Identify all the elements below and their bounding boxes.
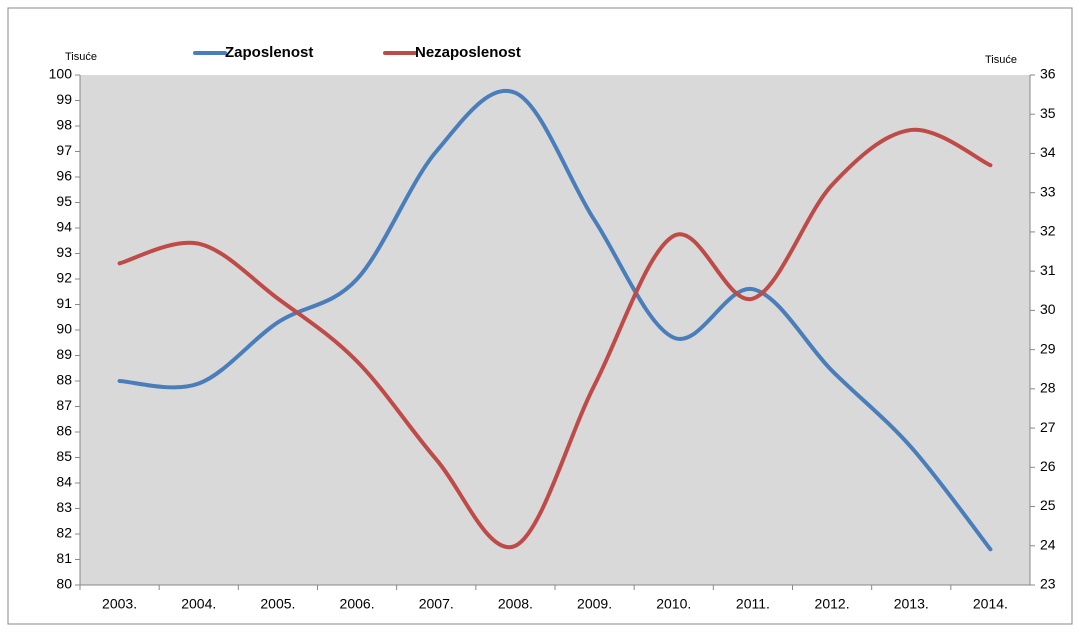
y-tick-label: 87 bbox=[56, 397, 72, 413]
y-tick-label: 99 bbox=[56, 91, 72, 107]
y-tick-label: 93 bbox=[56, 244, 72, 260]
x-tick-label: 2003. bbox=[102, 596, 137, 612]
y-tick-label: 80 bbox=[56, 576, 72, 592]
y-tick-label: 95 bbox=[56, 193, 72, 209]
y-tick-label: 86 bbox=[56, 423, 72, 439]
x-tick-label: 2011. bbox=[736, 596, 770, 612]
y2-tick-label: 32 bbox=[1040, 223, 1056, 239]
y-tick-label: 98 bbox=[56, 117, 72, 133]
legend-label: Zaposlenost bbox=[225, 44, 313, 61]
y-tick-label: 83 bbox=[56, 499, 72, 515]
y2-tick-label: 34 bbox=[1040, 144, 1056, 160]
x-tick-label: 2010. bbox=[656, 596, 691, 612]
y-tick-label: 84 bbox=[56, 474, 72, 490]
plot-area bbox=[80, 75, 1030, 585]
x-tick-label: 2006. bbox=[340, 596, 375, 612]
x-tick-label: 2012. bbox=[815, 596, 850, 612]
y-tick-label: 90 bbox=[56, 321, 72, 337]
y-tick-label: 88 bbox=[56, 372, 72, 388]
y2-tick-label: 25 bbox=[1040, 497, 1056, 513]
y2-tick-label: 24 bbox=[1040, 536, 1056, 552]
x-tick-label: 2004. bbox=[181, 596, 216, 612]
series-line bbox=[117, 88, 993, 552]
x-tick-label: 2005. bbox=[260, 596, 295, 612]
x-tick-label: 2007. bbox=[419, 596, 454, 612]
y2-tick-label: 27 bbox=[1040, 419, 1056, 435]
y-tick-label: 85 bbox=[56, 448, 72, 464]
y2-tick-label: 30 bbox=[1040, 301, 1056, 317]
x-tick-label: 2009. bbox=[577, 596, 612, 612]
y2-tick-label: 36 bbox=[1040, 66, 1056, 82]
x-tick-label: 2008. bbox=[498, 596, 533, 612]
y2-tick-label: 28 bbox=[1040, 380, 1056, 396]
y-tick-label: 81 bbox=[56, 550, 72, 566]
series-line bbox=[117, 127, 993, 550]
y2-tick-label: 31 bbox=[1040, 262, 1056, 278]
y2-tick-label: 23 bbox=[1040, 576, 1056, 592]
x-tick-label: 2014. bbox=[973, 596, 1008, 612]
x-tick-label: 2013. bbox=[894, 596, 929, 612]
y2-axis-unit: Tisuće bbox=[985, 54, 1017, 66]
y2-tick-label: 35 bbox=[1040, 105, 1056, 121]
y2-tick-label: 33 bbox=[1040, 183, 1056, 199]
y-axis-unit: Tisuće bbox=[65, 51, 97, 63]
y-tick-label: 100 bbox=[49, 66, 73, 82]
y-tick-label: 82 bbox=[56, 525, 72, 541]
legend-label: Nezaposlenost bbox=[415, 44, 521, 61]
y-tick-label: 91 bbox=[56, 295, 72, 311]
y2-tick-label: 26 bbox=[1040, 458, 1056, 474]
y-tick-label: 92 bbox=[56, 270, 72, 286]
y-tick-label: 96 bbox=[56, 168, 72, 184]
y-tick-label: 94 bbox=[56, 219, 72, 235]
y-tick-label: 97 bbox=[56, 142, 72, 158]
y2-tick-label: 29 bbox=[1040, 340, 1056, 356]
y-tick-label: 89 bbox=[56, 346, 72, 362]
